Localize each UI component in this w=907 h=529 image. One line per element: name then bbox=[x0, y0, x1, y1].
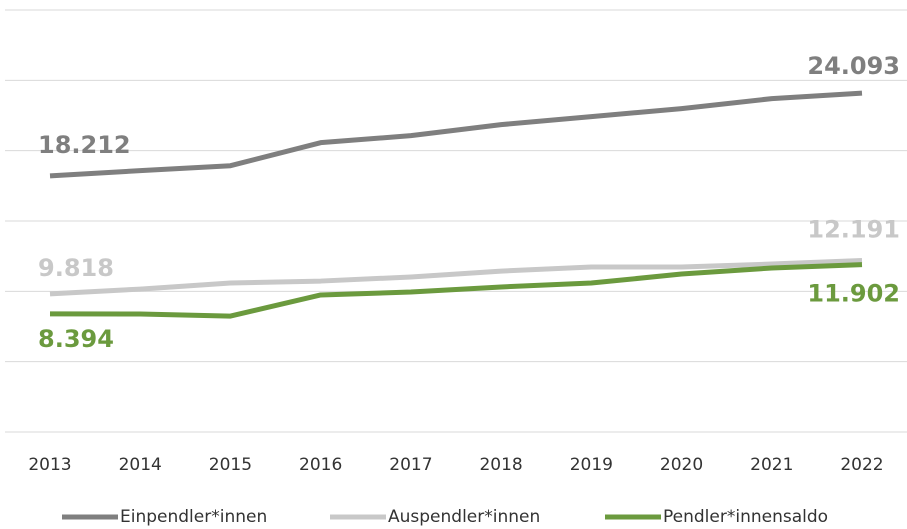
value-label: 18.212 bbox=[38, 131, 131, 159]
value-label: 24.093 bbox=[807, 52, 900, 80]
legend-label: Auspendler*innen bbox=[388, 507, 540, 527]
value-label: 11.902 bbox=[807, 280, 900, 308]
legend-label: Einpendler*innen bbox=[120, 507, 267, 527]
series-line bbox=[49, 258, 863, 297]
x-tick-label: 2022 bbox=[840, 455, 883, 475]
series-line bbox=[49, 262, 863, 319]
value-label: 9.818 bbox=[38, 254, 114, 282]
legend-label: Pendler*innensaldo bbox=[663, 507, 828, 527]
x-tick-label: 2018 bbox=[479, 455, 522, 475]
x-tick-label: 2019 bbox=[570, 455, 613, 475]
x-tick-label: 2021 bbox=[750, 455, 793, 475]
x-tick-label: 2016 bbox=[299, 455, 342, 475]
value-label: 8.394 bbox=[38, 325, 114, 353]
series-line bbox=[49, 90, 863, 179]
x-tick-label: 2015 bbox=[209, 455, 252, 475]
x-tick-label: 2013 bbox=[28, 455, 71, 475]
x-tick-label: 2020 bbox=[660, 455, 703, 475]
x-tick-label: 2014 bbox=[119, 455, 162, 475]
x-tick-label: 2017 bbox=[389, 455, 432, 475]
value-label: 12.191 bbox=[807, 216, 900, 244]
